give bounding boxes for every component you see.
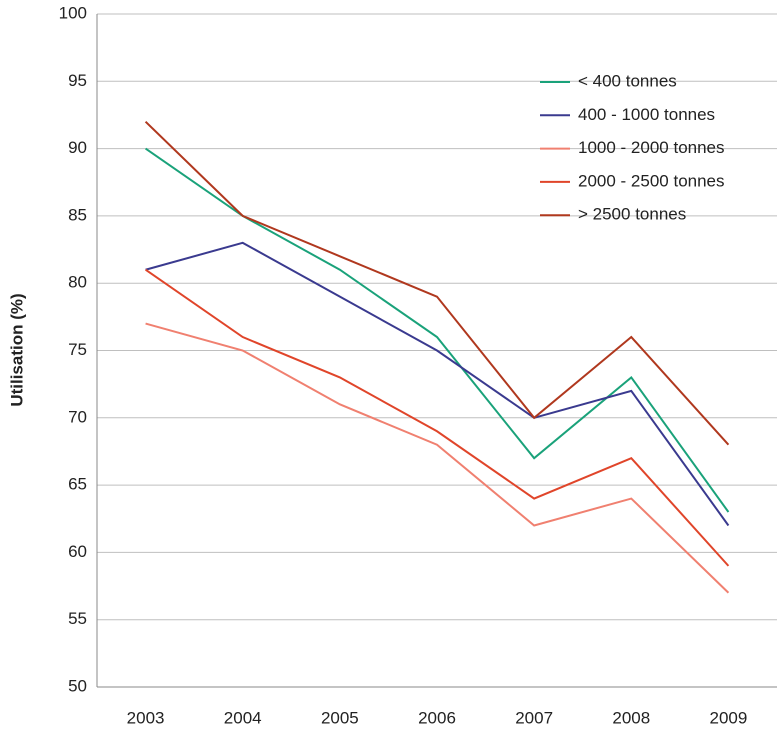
x-tick-label: 2009: [710, 708, 748, 727]
x-tick-label: 2008: [612, 708, 650, 727]
x-tick-label: 2005: [321, 708, 359, 727]
y-tick-label: 90: [68, 138, 87, 157]
y-tick-label: 95: [68, 71, 87, 90]
y-tick-label: 55: [68, 609, 87, 628]
y-tick-label: 50: [68, 676, 87, 695]
legend-label: < 400 tonnes: [578, 71, 677, 90]
legend-label: 1000 - 2000 tonnes: [578, 138, 725, 157]
y-tick-label: 80: [68, 273, 87, 292]
x-tick-label: 2003: [127, 708, 165, 727]
x-tick-label: 2006: [418, 708, 456, 727]
legend-label: 2000 - 2500 tonnes: [578, 171, 725, 190]
y-tick-label: 70: [68, 407, 87, 426]
y-axis-label: Utilisation (%): [7, 293, 26, 406]
x-tick-label: 2004: [224, 708, 262, 727]
series-line: [145, 268, 730, 567]
y-tick-label: 60: [68, 542, 87, 561]
y-tick-label: 75: [68, 340, 87, 359]
legend-label: 400 - 1000 tonnes: [578, 105, 715, 124]
series-line: [145, 241, 730, 527]
y-tick-label: 100: [59, 3, 87, 22]
x-tick-label: 2007: [515, 708, 553, 727]
y-tick-label: 65: [68, 475, 87, 494]
series-line: [145, 322, 730, 594]
y-tick-label: 85: [68, 205, 87, 224]
legend-label: > 2500 tonnes: [578, 205, 686, 224]
series-line: [144, 120, 730, 446]
